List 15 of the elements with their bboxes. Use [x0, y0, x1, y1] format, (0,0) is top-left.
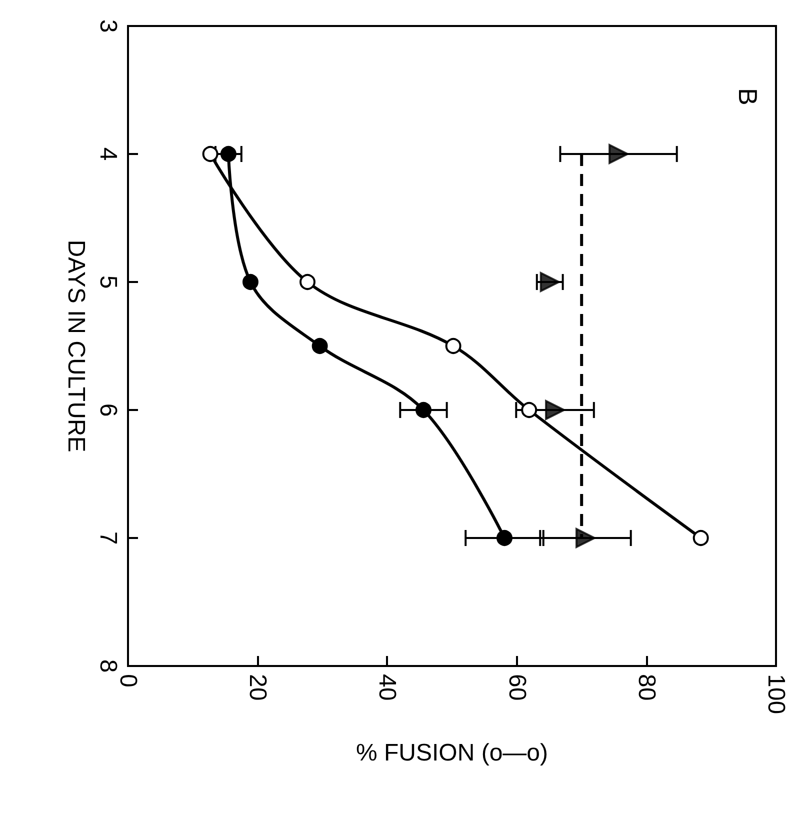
- x-tick-label: 0: [114, 674, 142, 688]
- x-axis-title: % FUSION (o—o): [356, 740, 548, 766]
- y-tick-label: 6: [94, 403, 122, 417]
- x-tick-label: 40: [374, 674, 401, 701]
- y-tick-label: 3: [94, 19, 122, 33]
- x-tick-label: 20: [244, 674, 272, 701]
- y-tick-label: 8: [94, 659, 122, 673]
- x-tick-label: 80: [632, 674, 660, 701]
- x-tick-label: 60: [503, 674, 530, 701]
- annotation: B: [733, 88, 763, 106]
- y-axis-title: DAYS IN CULTURE: [62, 240, 90, 452]
- y-tick-label: 4: [94, 147, 122, 161]
- x-tick-label: 100: [762, 674, 790, 714]
- y-tick-label: 5: [94, 275, 122, 289]
- y-tick-label: 7: [94, 531, 122, 545]
